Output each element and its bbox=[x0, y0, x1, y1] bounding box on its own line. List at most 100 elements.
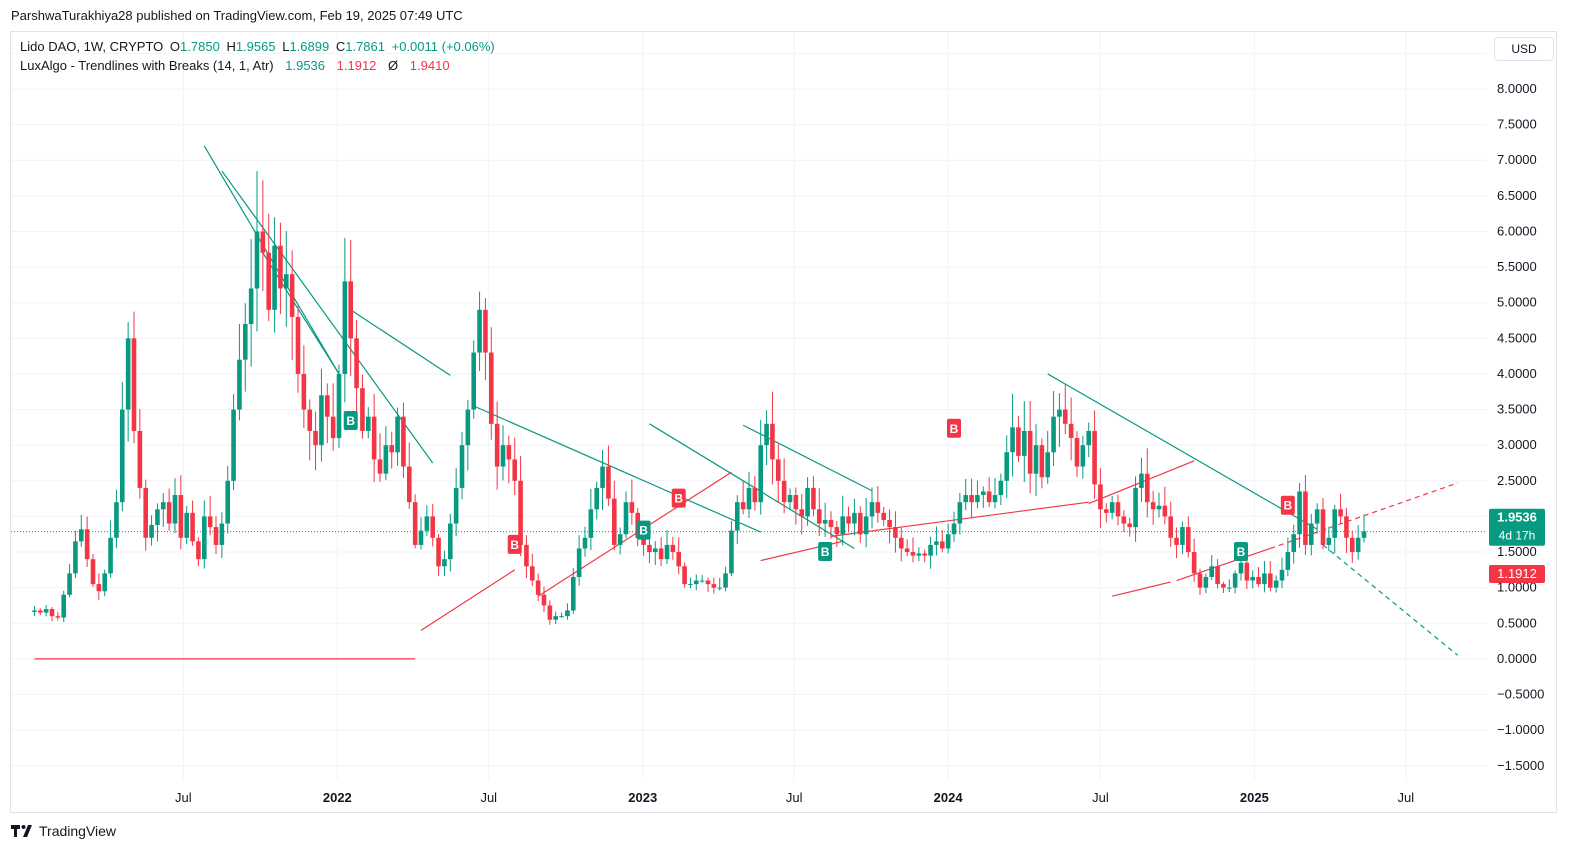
indicator-value-2: 1.1912 bbox=[336, 58, 377, 73]
candle-body bbox=[647, 544, 652, 553]
y-tick-label: 7.0000 bbox=[1497, 152, 1537, 167]
candle-body bbox=[1209, 566, 1215, 577]
grid-lines bbox=[11, 32, 1487, 780]
candle-body bbox=[1092, 430, 1097, 485]
candle-body bbox=[137, 430, 143, 488]
candle-body bbox=[1355, 537, 1361, 553]
candle-body bbox=[184, 512, 190, 538]
y-tick-label: 0.0000 bbox=[1497, 651, 1537, 666]
candle-body bbox=[1215, 566, 1220, 585]
y-tick-label: 1.0000 bbox=[1497, 580, 1537, 595]
candle-body bbox=[980, 491, 986, 496]
candle-body bbox=[1314, 509, 1320, 524]
candle-body bbox=[213, 527, 219, 545]
price-axis: −1.5000−1.0000−0.50000.00000.50001.00001… bbox=[1497, 45, 1544, 772]
publisher-line: ParshwaTurakhiya28 published on TradingV… bbox=[11, 8, 463, 23]
candle-body bbox=[295, 316, 301, 374]
candle-body bbox=[114, 502, 119, 538]
candle-body bbox=[828, 519, 834, 528]
candle-body bbox=[752, 487, 758, 503]
candle-body bbox=[301, 373, 307, 410]
candle-body bbox=[986, 491, 992, 503]
candle-body bbox=[430, 516, 436, 538]
candle-body bbox=[1262, 573, 1267, 585]
candle-body bbox=[623, 502, 629, 535]
tradingview-brand[interactable]: TradingView bbox=[11, 823, 116, 839]
candle-body bbox=[1103, 509, 1109, 513]
candle-body bbox=[313, 430, 318, 446]
candle-body bbox=[846, 516, 851, 524]
candle-body bbox=[1326, 537, 1332, 545]
candles bbox=[32, 171, 1367, 625]
candle-body bbox=[494, 423, 500, 467]
candle-body bbox=[383, 445, 389, 474]
candle-body bbox=[406, 466, 412, 503]
candle-body bbox=[483, 309, 488, 353]
price-tag-upper-value: 1.9536 bbox=[1497, 510, 1537, 525]
candle-body bbox=[1156, 505, 1162, 510]
indicator-name[interactable]: LuxAlgo - Trendlines with Breaks (14, 1,… bbox=[20, 58, 274, 73]
candle-body bbox=[1139, 473, 1144, 488]
candle-body bbox=[371, 416, 377, 460]
candle-body bbox=[717, 587, 723, 589]
candle-body bbox=[254, 231, 260, 289]
trendline bbox=[649, 423, 855, 549]
candle-body bbox=[389, 445, 395, 453]
break-marker bbox=[818, 542, 833, 562]
candle-body bbox=[500, 445, 506, 467]
candle-body bbox=[1256, 576, 1261, 585]
candle-body bbox=[1051, 416, 1056, 453]
candle-body bbox=[237, 359, 242, 410]
candle-body bbox=[822, 519, 828, 524]
candle-body bbox=[447, 523, 453, 560]
candle-body bbox=[37, 610, 43, 613]
candle-body bbox=[32, 610, 37, 612]
candle-body bbox=[916, 553, 922, 556]
candle-body bbox=[992, 495, 998, 503]
candle-body bbox=[582, 537, 588, 549]
candle-body bbox=[1291, 534, 1297, 553]
legend-close-value: 1.7861 bbox=[345, 39, 385, 54]
candle-body bbox=[477, 309, 482, 353]
candle-body bbox=[758, 445, 764, 503]
candle-body bbox=[219, 523, 225, 545]
candle-body bbox=[764, 423, 769, 446]
indicator-value-1: 1.9536 bbox=[285, 58, 326, 73]
legend-low-label: L bbox=[282, 39, 290, 54]
candle-body bbox=[278, 245, 283, 289]
candle-body bbox=[160, 502, 166, 510]
candle-body bbox=[816, 509, 822, 524]
candle-body bbox=[629, 502, 635, 513]
candle-body bbox=[512, 459, 518, 481]
y-tick-label: 4.5000 bbox=[1497, 330, 1537, 345]
legend-symbol[interactable]: Lido DAO, 1W, CRYPTO bbox=[20, 39, 164, 54]
candle-body bbox=[1133, 487, 1138, 528]
candle-body bbox=[881, 512, 887, 520]
candle-body bbox=[676, 552, 682, 567]
candle-body bbox=[172, 495, 178, 524]
candle-body bbox=[928, 544, 933, 556]
y-tick-label: 7.5000 bbox=[1497, 117, 1537, 132]
legend-close-label: C bbox=[335, 39, 346, 54]
candle-body bbox=[1221, 584, 1226, 588]
candle-body bbox=[922, 553, 928, 556]
candle-body bbox=[1279, 569, 1285, 581]
trendline bbox=[537, 471, 732, 597]
candle-body bbox=[734, 502, 740, 531]
candle-body bbox=[84, 529, 90, 560]
candle-body bbox=[73, 541, 78, 574]
candle-body bbox=[1127, 523, 1133, 528]
y-tick-label: 3.5000 bbox=[1497, 402, 1537, 417]
candle-body bbox=[1074, 438, 1080, 467]
trendline bbox=[1176, 547, 1271, 582]
candle-body bbox=[178, 495, 184, 538]
candle-body bbox=[453, 487, 459, 524]
candle-body bbox=[834, 527, 840, 535]
currency-button[interactable]: USD bbox=[1494, 37, 1554, 61]
candle-body bbox=[775, 459, 781, 481]
candle-body bbox=[887, 519, 892, 528]
candle-body bbox=[975, 495, 980, 503]
y-tick-label: 1.5000 bbox=[1497, 544, 1537, 559]
indicator-separator: Ø bbox=[388, 58, 399, 73]
